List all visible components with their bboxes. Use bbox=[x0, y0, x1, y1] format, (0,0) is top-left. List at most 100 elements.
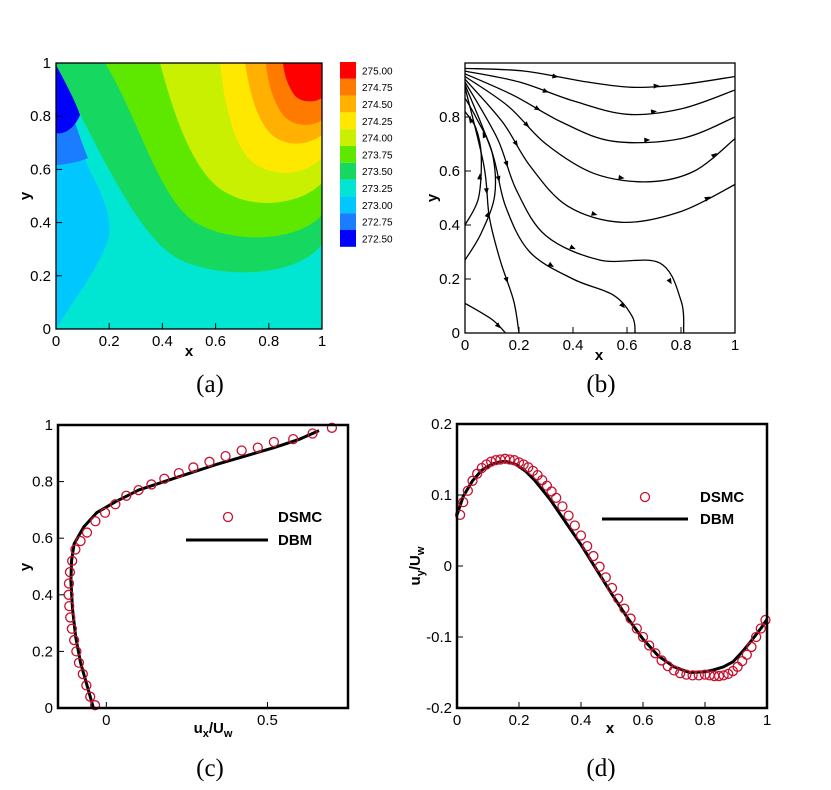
y-tick-label: 0.1 bbox=[431, 487, 452, 504]
streamline-arrow bbox=[534, 105, 541, 111]
y-tick-label: 0.8 bbox=[439, 109, 460, 126]
streamline-arrow bbox=[666, 277, 672, 285]
y-tick-label: 0.8 bbox=[30, 108, 51, 125]
y-tick-label: 0.6 bbox=[32, 530, 53, 547]
xlabel-c-div: /U bbox=[209, 720, 224, 737]
streamline-arrow bbox=[591, 210, 598, 216]
data-point-dsmc bbox=[307, 428, 318, 439]
y-tick-label: -0.2 bbox=[426, 700, 452, 717]
streamline-arrow bbox=[512, 140, 518, 147]
data-point-dsmc bbox=[73, 657, 85, 668]
ticks-d: 0 0.2 0.4 0.6 0.8 1 -0.2 -0.1 0 0.1 0.2 bbox=[426, 416, 771, 729]
ylabel-d-base: u bbox=[407, 576, 424, 585]
data-point-dsmc bbox=[619, 603, 630, 614]
xlabel-c-sub1: x bbox=[203, 728, 210, 740]
streamline-arrow bbox=[468, 117, 475, 124]
x-tick-label: 0.2 bbox=[509, 337, 530, 354]
x-tick-label: 0.8 bbox=[671, 337, 692, 354]
ticks-b: 0 0.2 0.4 0.6 0.8 1 0 0.2 0.4 0.6 0.8 bbox=[439, 109, 739, 354]
data-point-dsmc bbox=[70, 544, 81, 555]
streamline-arrow bbox=[523, 121, 530, 128]
data-point-dsmc bbox=[65, 612, 76, 623]
streamline bbox=[464, 78, 736, 224]
ylabel-a: y bbox=[17, 191, 34, 200]
data-point-dsmc bbox=[188, 462, 199, 473]
xlabel-a: x bbox=[185, 343, 194, 360]
colorbar-label: 273.50 bbox=[362, 167, 393, 178]
plot-frame-b bbox=[464, 62, 736, 334]
x-tick-label: 0.6 bbox=[617, 337, 638, 354]
streamlines bbox=[464, 67, 736, 334]
colorbar-swatch bbox=[340, 95, 356, 113]
x-tick-label: 1 bbox=[731, 337, 739, 354]
x-tick-label: 0.4 bbox=[152, 333, 173, 350]
data-point-dsmc bbox=[467, 475, 478, 486]
legend-d-dsmc-marker bbox=[639, 491, 651, 503]
x-tick-label: 0.6 bbox=[205, 333, 226, 350]
streamline bbox=[464, 111, 482, 226]
streamline-arrow bbox=[650, 109, 657, 115]
data-point-dsmc bbox=[252, 442, 263, 453]
y-tick-label: 0.6 bbox=[439, 163, 460, 180]
data-point-dsmc bbox=[81, 527, 93, 538]
streamline bbox=[464, 67, 736, 89]
streamline-arrow bbox=[653, 83, 660, 89]
data-point-dsmc bbox=[485, 456, 497, 467]
streamline-arrow bbox=[494, 322, 501, 329]
data-point-dsmc bbox=[575, 530, 587, 541]
streamline-arrow bbox=[484, 211, 490, 218]
streamline-arrow bbox=[547, 261, 554, 268]
x-tick-label: 0.5 bbox=[257, 712, 278, 729]
data-point-dsmc bbox=[656, 655, 667, 666]
series-line-dbm bbox=[69, 429, 320, 709]
data-point-dsmc bbox=[99, 507, 111, 518]
colorbar-swatch bbox=[340, 162, 356, 180]
data-point-dsmc bbox=[85, 691, 96, 702]
data-point-dsmc bbox=[546, 486, 557, 497]
data-point-dsmc bbox=[63, 589, 74, 600]
data-point-dsmc bbox=[236, 445, 247, 456]
y-tick-label: 0 bbox=[452, 325, 460, 342]
y-tick-label: 1 bbox=[43, 55, 51, 72]
colorbar-swatch bbox=[340, 146, 356, 163]
data-point-dsmc bbox=[594, 561, 605, 572]
data-point-dsmc bbox=[64, 567, 76, 578]
data-point-dsmc bbox=[146, 479, 157, 490]
ylabel-c: y bbox=[17, 562, 34, 571]
contour-field bbox=[56, 63, 322, 329]
x-tick-label: 0.2 bbox=[99, 333, 120, 350]
ylabel-b: y bbox=[424, 193, 441, 202]
x-tick-label: 1 bbox=[318, 333, 326, 350]
panel-c: 0 0.5 0 0.2 0.4 0.6 0.8 1 ux/Uw y DSMC DBM (c) bbox=[17, 417, 350, 782]
data-point-dsmc bbox=[737, 655, 748, 667]
data-point-dsmc bbox=[89, 700, 101, 711]
y-tick-label: 0.4 bbox=[30, 215, 51, 232]
x-tick-label: 1 bbox=[763, 712, 771, 729]
streamline bbox=[464, 73, 736, 144]
data-point-dsmc bbox=[668, 665, 680, 676]
y-tick-label: 0.2 bbox=[30, 268, 51, 285]
colorbar-label: 272.75 bbox=[362, 218, 393, 229]
data-point-dsmc bbox=[462, 485, 474, 496]
streamline bbox=[464, 84, 636, 334]
xlabel-b: x bbox=[595, 347, 604, 364]
data-point-dsmc bbox=[110, 499, 121, 510]
xlabel-c-base: u bbox=[194, 720, 203, 737]
data-point-dsmc bbox=[625, 613, 636, 624]
data-point-dsmc bbox=[541, 480, 553, 491]
plot-frame-c bbox=[56, 423, 350, 710]
data-point-dsmc bbox=[71, 646, 82, 657]
data-point-dsmc bbox=[77, 668, 88, 680]
plot-frame-a bbox=[55, 62, 323, 330]
data-point-dsmc bbox=[582, 540, 593, 552]
data-point-dsmc bbox=[173, 467, 184, 479]
data-point-dsmc bbox=[644, 640, 655, 651]
data-point-dsmc bbox=[675, 668, 686, 679]
data-point-dsmc bbox=[751, 631, 762, 643]
streamline-arrow bbox=[552, 73, 559, 79]
data-point-dsmc bbox=[588, 550, 599, 562]
y-tick-label: 0.6 bbox=[30, 161, 51, 178]
colorbar-label: 274.25 bbox=[362, 117, 393, 128]
data-point-dsmc bbox=[67, 555, 78, 566]
legend-d-dbm-label: DBM bbox=[700, 511, 734, 528]
